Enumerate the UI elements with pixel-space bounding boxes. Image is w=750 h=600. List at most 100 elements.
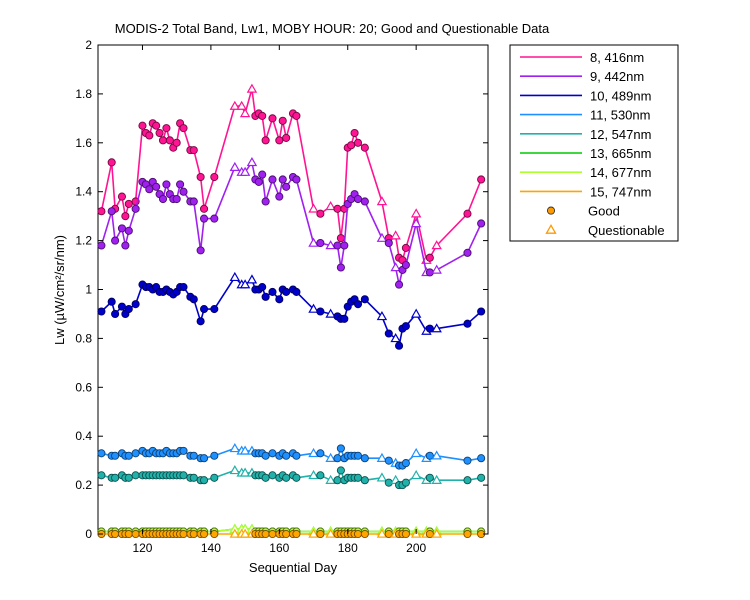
good-point [336, 263, 345, 272]
good-point [282, 473, 291, 482]
good-point [316, 449, 325, 458]
good-point [268, 449, 277, 458]
questionable-point [390, 262, 401, 272]
questionable-point [410, 308, 422, 318]
y-tick-label: 0.6 [75, 380, 92, 394]
good-point [210, 172, 219, 182]
questionable-point [431, 323, 442, 333]
questionable-point [431, 474, 442, 484]
good-point [463, 209, 472, 218]
good-point [179, 283, 188, 292]
series-8 [97, 528, 486, 539]
good-point [275, 136, 284, 145]
questionable-point [308, 203, 319, 213]
questionable-point [376, 232, 388, 242]
good-point [111, 451, 120, 460]
good-point [360, 197, 369, 206]
good-point [189, 197, 198, 206]
y-tick-label: 1.8 [75, 87, 92, 101]
questionable-point [246, 83, 258, 93]
good-point [124, 199, 133, 208]
questionable-point [229, 528, 241, 538]
good-point [463, 456, 472, 465]
y-axis-label: Lw (µW/cm²/sr/nm) [52, 235, 67, 345]
good-point [189, 473, 198, 482]
good-point [282, 529, 291, 539]
legend-entry: 13, 665nm [520, 146, 651, 161]
y-tick-label: 0 [85, 527, 92, 541]
good-point [463, 529, 472, 539]
good-point [316, 307, 325, 316]
questionable-point [229, 465, 241, 475]
x-tick-label: 140 [201, 541, 221, 555]
series-layer [97, 83, 486, 539]
good-point [360, 295, 369, 304]
good-point [333, 454, 342, 463]
good-point [172, 194, 181, 204]
good-point [268, 287, 277, 296]
good-point [131, 449, 140, 458]
good-point [395, 280, 404, 289]
good-point [124, 451, 133, 460]
good-point [254, 177, 263, 186]
good-point [97, 241, 106, 250]
good-point [189, 295, 198, 304]
good-point [292, 287, 301, 296]
legend: 8, 416nm 9, 442nm 10, 489nm 11, 530nm 12, 54… [509, 44, 679, 242]
legend-entry: 14, 677nm [520, 165, 651, 180]
questionable-point [229, 100, 241, 110]
good-point [111, 473, 120, 482]
good-point [336, 444, 345, 453]
good-point [261, 136, 270, 145]
good-point [336, 234, 345, 243]
good-point [336, 466, 345, 475]
legend-label: 13, 665nm [590, 146, 651, 161]
y-tick-label: 2 [85, 38, 92, 52]
good-point [425, 324, 434, 333]
good-point [360, 476, 369, 485]
good-point [189, 451, 198, 460]
y-tick-label: 0.2 [75, 478, 92, 492]
good-point [333, 241, 342, 250]
good-point [111, 529, 120, 539]
questionable-point [325, 240, 336, 250]
legend-entry: 15, 747nm [520, 184, 651, 199]
questionable-point [239, 279, 251, 289]
good-point [268, 114, 277, 123]
good-point [210, 214, 219, 223]
good-point [200, 305, 209, 314]
questionable-point [325, 308, 336, 318]
questionable-point [308, 469, 319, 480]
questionable-point [376, 196, 388, 206]
good-point [124, 226, 133, 235]
x-tick-label: 160 [269, 541, 289, 555]
good-point [316, 238, 325, 248]
legend-entry: 11, 530nm [520, 108, 650, 123]
good-point [278, 175, 287, 184]
good-point [97, 307, 106, 316]
x-axis-label: Sequential Day [249, 560, 338, 575]
questionable-point [390, 332, 401, 343]
good-point [282, 287, 291, 296]
good-point [360, 143, 369, 152]
good-point [292, 473, 301, 482]
good-point [138, 121, 147, 130]
good-point [425, 451, 434, 460]
legend-entry-good: Good [546, 204, 620, 219]
questionable-point [410, 208, 422, 218]
questionable-point [239, 528, 251, 538]
legend-entry: 12, 547nm [520, 127, 651, 142]
good-point [158, 136, 168, 145]
questionable-point [229, 443, 241, 453]
good-point [189, 146, 198, 155]
legend-entry: 10, 489nm [520, 88, 651, 103]
good-point [353, 451, 363, 460]
good-point [200, 529, 209, 539]
good-marker-icon [546, 206, 556, 215]
questionable-point [410, 447, 422, 458]
x-axis: 120 140 160 180 200 [132, 45, 426, 555]
good-point [131, 529, 140, 539]
questionable-point [325, 528, 336, 538]
good-point [340, 241, 349, 250]
questionable-point [376, 528, 388, 538]
